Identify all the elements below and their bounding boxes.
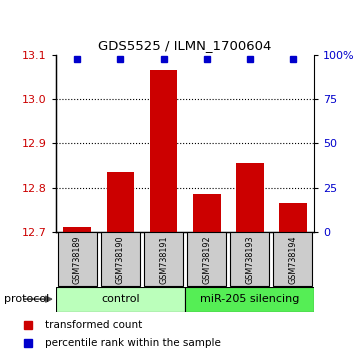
Bar — [273, 233, 312, 286]
Bar — [230, 233, 269, 286]
Bar — [236, 163, 264, 232]
Text: GSM738189: GSM738189 — [73, 235, 82, 284]
Text: transformed count: transformed count — [45, 320, 143, 330]
Text: protocol: protocol — [4, 294, 49, 304]
Text: GSM738190: GSM738190 — [116, 235, 125, 284]
Bar — [56, 287, 185, 312]
Bar — [149, 70, 178, 232]
Bar — [64, 227, 91, 232]
Text: percentile rank within the sample: percentile rank within the sample — [45, 338, 221, 348]
Bar — [144, 233, 183, 286]
Bar — [279, 203, 306, 232]
Bar — [187, 233, 226, 286]
Text: GSM738194: GSM738194 — [288, 235, 297, 284]
Bar — [192, 194, 221, 232]
Text: GSM738191: GSM738191 — [159, 235, 168, 284]
Bar — [58, 233, 97, 286]
Bar — [101, 233, 140, 286]
Text: GSM738193: GSM738193 — [245, 235, 254, 284]
Bar — [106, 172, 134, 232]
Text: miR-205 silencing: miR-205 silencing — [200, 294, 299, 304]
Title: GDS5525 / ILMN_1700604: GDS5525 / ILMN_1700604 — [98, 39, 272, 52]
Bar — [185, 287, 314, 312]
Text: GSM738192: GSM738192 — [202, 235, 211, 284]
Text: control: control — [101, 294, 140, 304]
